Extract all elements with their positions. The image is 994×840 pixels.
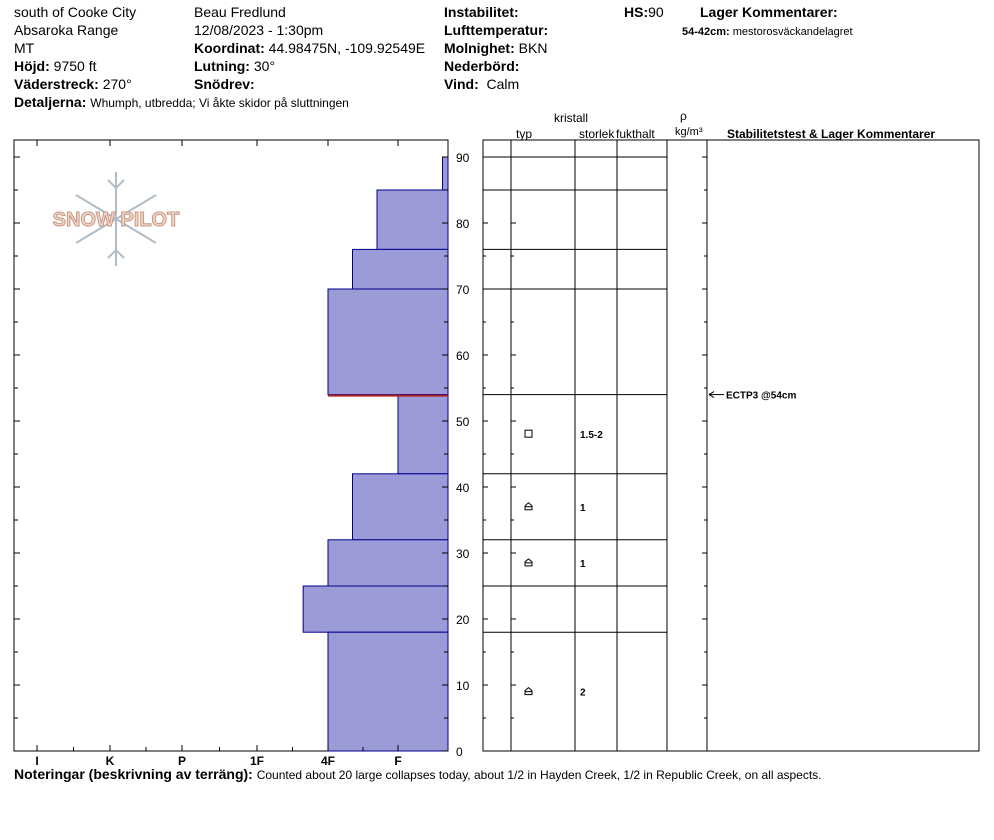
hardness-bar: [327, 631, 449, 752]
stability-tests: ECTP3 @54cm: [708, 391, 796, 402]
depth-hoar-icon: [524, 686, 533, 696]
depth-axis: 0 10 20 30 40 50 60 70 80 90: [14, 151, 470, 759]
elevation-value: 9750 ft: [53, 58, 97, 74]
layer-comment-text: mestorosväckandelagret: [732, 26, 853, 38]
depth-tick-label: 90: [456, 151, 470, 165]
details-value: Whumph, utbredda; Vi åkte skidor på slut…: [90, 96, 349, 110]
depth-tick-label: 20: [456, 613, 470, 627]
crystal-size: 1.5-2: [580, 430, 603, 441]
hardness-bar: [327, 539, 449, 587]
datetime: 12/08/2023 - 1:30pm: [194, 22, 324, 38]
depth-tick-label: 80: [456, 217, 470, 231]
hardness-axis: I K P 1F 4F F: [35, 140, 402, 768]
table-depth-ticks: [483, 156, 707, 752]
depth-tick-label: 70: [456, 283, 470, 297]
hardness-bar: [327, 288, 449, 396]
slope-value: 30°: [253, 58, 276, 74]
layer-comment: 54-42cm: mestorosväckandelagret: [682, 24, 853, 40]
stability-test-label: ECTP3 @54cm: [726, 391, 796, 402]
hs-label: HS:: [624, 4, 649, 20]
mountain-range: Absaroka Range: [14, 22, 119, 38]
logo-text: SNOW PILOT: [53, 209, 180, 231]
hardness-tick-label: 1F: [250, 754, 264, 768]
facets-icon: [524, 429, 533, 438]
hardness-bars: [302, 156, 449, 752]
coord-label: Koordinat:: [194, 40, 265, 56]
depth-tick-label: 10: [456, 679, 470, 693]
location: south of Cooke City: [14, 4, 137, 20]
wind-label: Vind:: [444, 76, 479, 92]
size-header: storlek: [579, 127, 615, 141]
details-label: Detaljerna:: [14, 94, 87, 110]
layer-table-frame: [482, 139, 980, 752]
type-header: typ: [516, 127, 533, 141]
notes-label: Noteringar (beskrivning av terräng):: [14, 766, 253, 782]
density-unit: kg/m³: [675, 126, 703, 138]
cloud-label: Molnighet:: [444, 40, 515, 56]
depth-tick-label: 0: [456, 745, 463, 759]
layer-comments-label: Lager Kommentarer:: [700, 4, 838, 20]
depth-tick-label: 30: [456, 547, 470, 561]
precip-label: Nederbörd:: [444, 58, 520, 74]
depth-hoar-icon: [524, 558, 533, 567]
airtemp-label: Lufttemperatur:: [444, 22, 549, 38]
coordinates: Koordinat: 44.98475N, -109.92549E: [194, 40, 425, 56]
stability-header: Stabilitetstest & Lager Kommentarer: [727, 127, 936, 141]
hardness-bar: [376, 189, 449, 250]
depth-hoar-icon: [524, 502, 533, 511]
depth-tick-label: 40: [456, 481, 470, 495]
aspect: Väderstreck: 270°: [14, 76, 132, 92]
crystal-size: 1: [580, 503, 586, 514]
details: Detaljerna: Whumph, utbredda; Vi åkte sk…: [14, 94, 349, 111]
aspect-value: 270°: [102, 76, 132, 92]
hardness-tick-label: I: [35, 754, 38, 768]
crystal-size: 2: [580, 688, 586, 699]
wind: Vind: Calm: [444, 76, 519, 92]
hardness-bar: [397, 394, 449, 475]
wind-value: Calm: [486, 76, 520, 92]
hardness-tick-label: K: [106, 754, 115, 768]
hardness-bar: [302, 585, 449, 633]
hardness-bar: [352, 248, 449, 290]
slope: Lutning: 30°: [194, 58, 275, 74]
hardness-tick-label: 4F: [321, 754, 335, 768]
density-symbol: ρ: [680, 109, 687, 123]
observer: Beau Fredlund: [194, 4, 286, 20]
crystal-size: 1: [580, 559, 586, 570]
crystal-header: kristall: [554, 111, 589, 125]
layer-comment-depth: 54-42cm:: [682, 26, 730, 38]
aspect-label: Väderstreck:: [14, 76, 99, 92]
depth-tick-label: 60: [456, 349, 470, 363]
elevation: Höjd: 9750 ft: [14, 58, 96, 74]
slope-label: Lutning:: [194, 58, 250, 74]
notes-text: Counted about 20 large collapses today, …: [256, 768, 822, 782]
hardness-tick-label: F: [394, 754, 401, 768]
coord-value: 44.98475N, -109.92549E: [268, 40, 426, 56]
state: MT: [14, 40, 35, 56]
cloud-value: BKN: [518, 40, 548, 56]
instability-label: Instabilitet:: [444, 4, 519, 20]
snowdrift-label: Snödrev:: [194, 76, 255, 92]
snowpilot-logo: SNOW PILOT: [52, 172, 180, 266]
cloud-cover: Molnighet: BKN: [444, 40, 547, 56]
moisture-header: fukthalt: [616, 127, 655, 141]
notes: Noteringar (beskrivning av terräng): Cou…: [14, 766, 822, 783]
snowflake-icon: [75, 172, 157, 266]
depth-tick-label: 50: [456, 415, 470, 429]
hardness-bar: [352, 473, 449, 541]
snow-height: HS:90: [624, 4, 664, 20]
hardness-tick-label: P: [178, 754, 186, 768]
hardness-bar: [442, 156, 449, 191]
hs-value: 90: [648, 4, 664, 20]
elevation-label: Höjd:: [14, 58, 50, 74]
arrow-head-icon: [708, 391, 715, 399]
